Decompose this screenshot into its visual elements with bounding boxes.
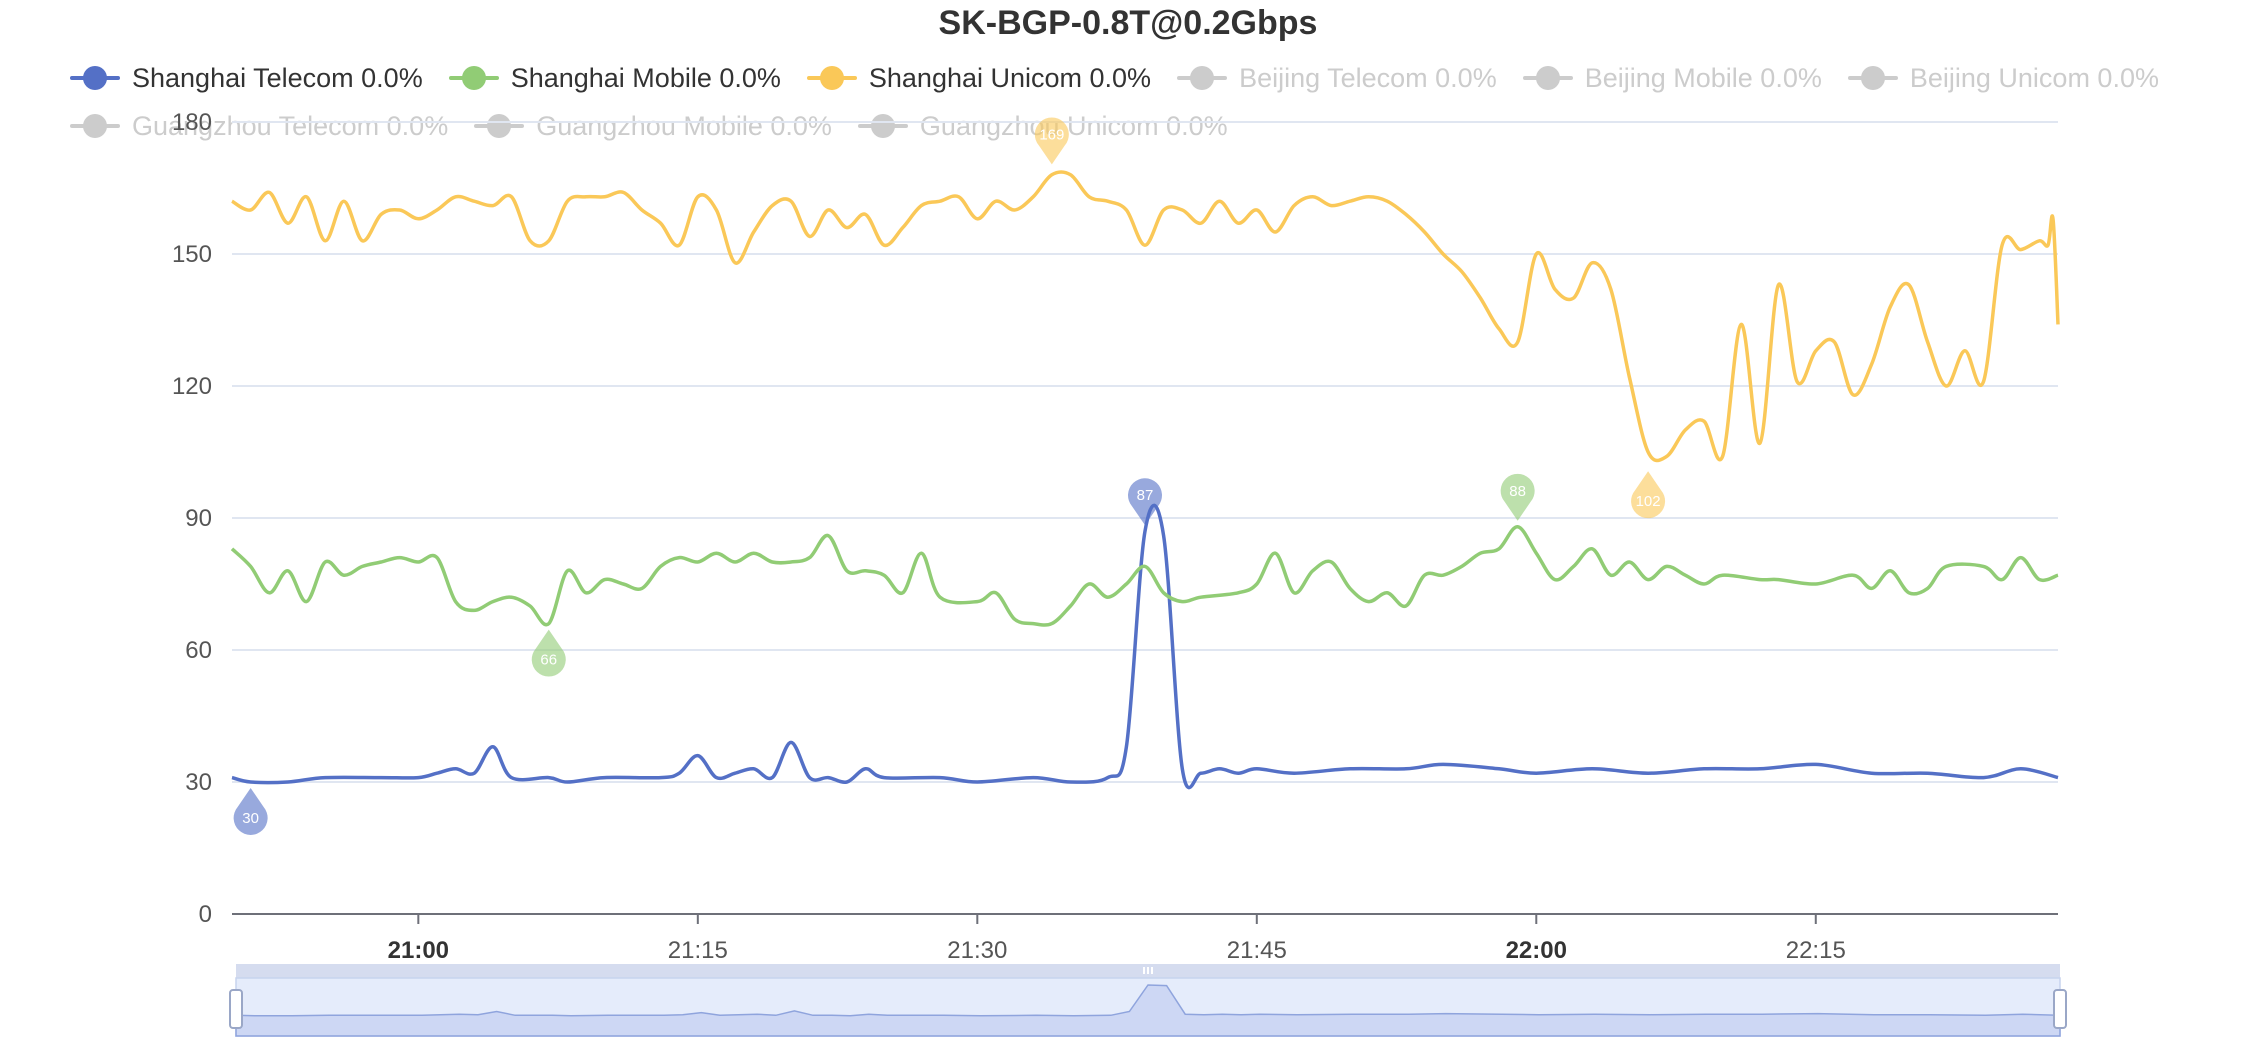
legend: Shanghai Telecom 0.0% Shanghai Mobile 0.0… [70,54,2230,150]
chart-title: SK-BGP-0.8T@0.2Gbps [938,4,1318,42]
zoom-handle-left[interactable] [229,989,243,1029]
legend-line-dot-icon [70,114,120,138]
mark-label: 30 [242,810,259,827]
mark-point: 66 [531,629,566,677]
mark-pin-icon [1631,471,1666,519]
series-lines [230,170,2060,790]
mark-point: 88 [1500,473,1535,521]
mark-pin-icon [531,629,566,677]
legend-line-dot-icon [1847,66,1898,90]
data-zoom-slider [229,964,2067,1037]
legend-item[interactable]: Guangzhou Mobile 0.0% [474,111,832,142]
mark-pin-icon [1128,478,1162,526]
mark-pin-icon [1034,117,1069,165]
legend-item[interactable]: Beijing Telecom 0.0% [1177,63,1497,94]
legend-item[interactable]: Shanghai Mobile 0.0% [448,62,781,94]
legend-label: Guangzhou Telecom 0.0% [132,110,449,141]
x-tick-label: 22:00 [1506,937,1567,964]
mark-point: 87 [1128,478,1162,526]
mark-points: 30 87 66 88 169 102 [233,117,1666,835]
legend-label: Beijing Telecom 0.0% [1239,62,1497,93]
y-tick-label: 30 [185,769,212,796]
y-tick-label: 120 [172,373,212,400]
series-line [230,525,2059,627]
legend-line-dot-icon [474,114,525,138]
y-tick-label: 180 [172,109,212,136]
legend-label: Shanghai Telecom 0.0% [132,62,423,93]
legend-item[interactable]: Shanghai Unicom 0.0% [806,62,1152,94]
x-tick-label: 21:00 [388,937,449,964]
y-tick-label: 150 [172,241,212,268]
legend-item[interactable]: Guangzhou Telecom 0.0% [70,111,448,142]
mark-pin-icon [1500,473,1535,521]
series-line [231,503,2059,790]
x-tick-label: 22:15 [1786,937,1846,964]
legend-label: Shanghai Unicom 0.0% [868,62,1152,93]
zoom-grip-icon[interactable] [1143,967,1153,974]
mark-label: 88 [1509,483,1526,500]
y-tick-label: 60 [185,637,212,664]
y-tick-label: 0 [199,901,212,928]
series-line [231,170,2060,463]
mark-label: 87 [1137,487,1154,504]
legend-label: Beijing Unicom 0.0% [1909,62,2159,93]
mark-point: 30 [233,788,268,835]
legend-line-dot-icon [1177,66,1228,90]
mark-label: 66 [540,652,557,669]
zoom-mini-area [235,984,2061,1037]
legend-line-dot-icon [857,114,908,138]
mark-point: 102 [1631,471,1666,519]
mark-label: 169 [1039,126,1064,143]
legend-label: Guangzhou Unicom 0.0% [919,110,1228,141]
legend-line-dot-icon [1522,66,1573,90]
legend-line-dot-icon [70,66,120,90]
y-tick-label: 90 [185,505,212,532]
x-tick-label: 21:15 [668,937,728,964]
legend-item[interactable]: Shanghai Telecom 0.0% [70,63,423,94]
legend-line-dot-icon [806,66,857,90]
zoom-handle-right[interactable] [2053,989,2067,1029]
legend-item[interactable]: Beijing Unicom 0.0% [1847,62,2159,94]
x-tick-label: 21:30 [947,937,1007,964]
mark-label: 102 [1636,493,1661,510]
axes: 0 30 60 90 120 150 180 21:00 21:15 21:30 21:45 22:0… [172,109,2058,964]
grid-lines [232,121,2058,783]
legend-item[interactable]: Guangzhou Unicom 0.0% [857,110,1228,142]
legend-label: Beijing Mobile 0.0% [1584,62,1822,93]
legend-item[interactable]: Beijing Mobile 0.0% [1522,62,1822,94]
x-tick-label: 21:45 [1227,937,1287,964]
mark-point: 169 [1034,117,1069,165]
mark-pin-icon [233,788,268,835]
legend-line-dot-icon [448,66,499,90]
legend-label: Shanghai Mobile 0.0% [510,62,781,93]
legend-label: Guangzhou Mobile 0.0% [536,110,832,141]
